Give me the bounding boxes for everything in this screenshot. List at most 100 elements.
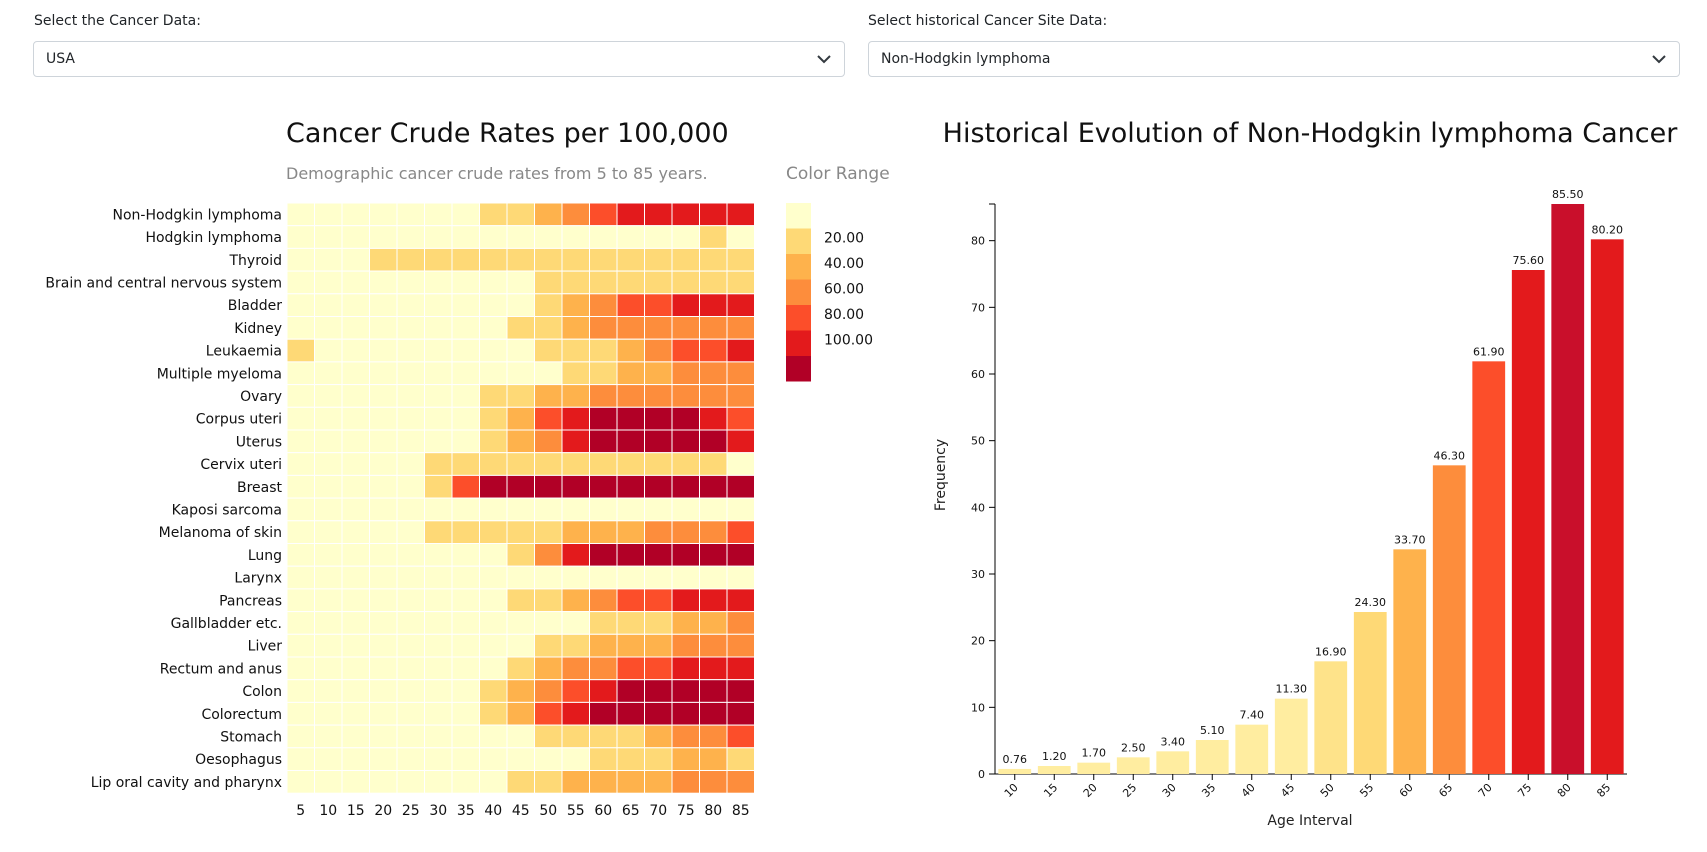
heatmap-cell <box>286 225 315 249</box>
heatmap-cell <box>424 384 453 408</box>
bar-data-label: 80.20 <box>1592 223 1624 236</box>
heatmap-row-label: Larynx <box>234 571 282 587</box>
heatmap-cell <box>671 338 700 363</box>
heatmap-cell <box>314 384 343 408</box>
heatmap-cell <box>616 361 645 386</box>
heatmap-cell <box>644 747 673 771</box>
heatmap-col-label: 60 <box>594 803 612 819</box>
heatmap-cell <box>699 633 728 658</box>
heatmap-cell <box>726 611 755 635</box>
heatmap-cell <box>314 724 343 749</box>
heatmap-cell <box>424 293 453 318</box>
heatmap-cell <box>286 247 315 272</box>
y-tick-label: 60 <box>971 368 985 381</box>
heatmap-cell <box>561 724 590 749</box>
heatmap-cell <box>589 338 618 363</box>
x-tick-label: 25 <box>1120 781 1139 800</box>
heatmap-cell <box>479 747 508 771</box>
bar-data-label: 3.40 <box>1161 735 1186 748</box>
heatmap-cell <box>286 497 315 522</box>
x-tick-label: 60 <box>1397 781 1416 800</box>
heatmap-cell <box>534 225 563 249</box>
heatmap-cell <box>616 770 645 794</box>
heatmap-cell <box>396 633 425 658</box>
heatmap-cell <box>424 701 453 726</box>
heatmap-cell <box>341 588 370 613</box>
bar-data-label: 33.70 <box>1394 533 1426 546</box>
heatmap-cell <box>314 429 343 454</box>
heatmap-cell <box>699 361 728 386</box>
heatmap-row-label: Brain and central nervous system <box>45 275 282 291</box>
heatmap-cell <box>451 429 480 454</box>
heatmap-cell <box>369 338 398 363</box>
cancer-data-select-value: USA <box>46 51 75 67</box>
heatmap-cell <box>451 202 480 227</box>
heatmap-col-label: 15 <box>347 803 365 819</box>
heatmap-cell <box>561 747 590 771</box>
heatmap-row-label: Lung <box>248 548 282 564</box>
heatmap-cell <box>589 452 618 476</box>
heatmap-cell <box>534 656 563 681</box>
heatmap-cell <box>726 293 755 318</box>
heatmap-cell <box>561 338 590 363</box>
heatmap-cell <box>286 588 315 613</box>
heatmap-cell <box>589 565 618 590</box>
heatmap-cell <box>506 270 535 295</box>
legend-title: Color Range <box>786 164 890 184</box>
heatmap-cell <box>589 497 618 522</box>
site-data-select[interactable]: Non-Hodgkin lymphoma <box>868 41 1680 77</box>
heatmap-cell <box>726 497 755 522</box>
legend-tick-label: 60.00 <box>824 282 864 298</box>
heatmap-cell <box>479 770 508 794</box>
heatmap-cell <box>506 247 535 272</box>
heatmap-cell <box>314 361 343 386</box>
heatmap-cell <box>589 247 618 272</box>
heatmap-cell <box>396 679 425 703</box>
heatmap-cell <box>589 270 618 295</box>
heatmap-col-label: 30 <box>429 803 447 819</box>
heatmap-cell <box>589 202 618 227</box>
heatmap-col-label: 10 <box>319 803 337 819</box>
heatmap-cell <box>616 316 645 340</box>
heatmap-row-label: Corpus uteri <box>196 412 282 428</box>
heatmap-cell <box>671 656 700 681</box>
y-tick-label: 10 <box>971 701 985 714</box>
heatmap-cell <box>396 225 425 249</box>
heatmap-cell <box>726 656 755 681</box>
heatmap-cell <box>424 225 453 249</box>
heatmap-cell <box>616 338 645 363</box>
heatmap-cell <box>644 247 673 272</box>
heatmap-col-label: 75 <box>677 803 695 819</box>
x-tick-label: 85 <box>1594 781 1613 800</box>
heatmap-cell <box>424 406 453 431</box>
heatmap-cell <box>479 474 508 499</box>
heatmap-cell <box>424 452 453 476</box>
heatmap-cell <box>314 202 343 227</box>
heatmap-row-label: Thyroid <box>229 253 283 269</box>
heatmap-cell <box>369 565 398 590</box>
heatmap-cell <box>589 588 618 613</box>
heatmap-cell <box>506 633 535 658</box>
heatmap-cell <box>589 679 618 703</box>
cancer-data-select[interactable]: USA <box>33 41 845 77</box>
heatmap-cell <box>506 565 535 590</box>
heatmap-cell <box>699 679 728 703</box>
heatmap-cell <box>451 747 480 771</box>
heatmap-cell <box>286 520 315 544</box>
heatmap-cell <box>589 316 618 340</box>
heatmap-cell <box>726 406 755 431</box>
heatmap-cell <box>369 474 398 499</box>
heatmap-cell <box>479 656 508 681</box>
heatmap-cell <box>561 384 590 408</box>
heatmap-cell <box>314 225 343 249</box>
heatmap-cell <box>314 520 343 544</box>
heatmap-row-label: Non-Hodgkin lymphoma <box>112 207 282 223</box>
heatmap-cell <box>534 452 563 476</box>
legend-swatch <box>786 305 811 331</box>
heatmap-cell <box>699 747 728 771</box>
heatmap-cell <box>341 338 370 363</box>
legend-swatch <box>786 203 811 229</box>
heatmap-cell <box>479 429 508 454</box>
heatmap-col-label: 85 <box>732 803 750 819</box>
heatmap-cell <box>506 202 535 227</box>
